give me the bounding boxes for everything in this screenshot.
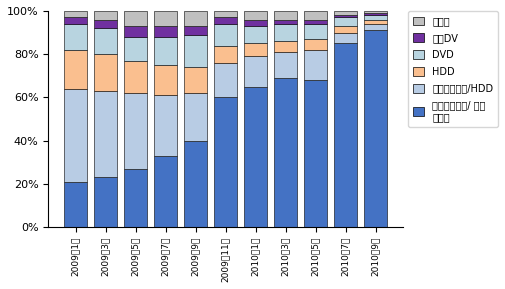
Bar: [244, 11, 267, 20]
Bar: [214, 97, 237, 227]
Bar: [305, 20, 327, 24]
Bar: [65, 50, 87, 89]
Bar: [94, 91, 117, 177]
Bar: [334, 33, 357, 43]
Bar: [274, 52, 297, 78]
Bar: [364, 11, 387, 13]
Bar: [305, 50, 327, 80]
Bar: [305, 80, 327, 227]
Bar: [155, 156, 177, 227]
Bar: [214, 63, 237, 97]
Bar: [124, 11, 147, 26]
Bar: [155, 37, 177, 65]
Bar: [124, 61, 147, 93]
Bar: [94, 28, 117, 54]
Bar: [244, 26, 267, 43]
Bar: [155, 65, 177, 95]
Bar: [364, 13, 387, 15]
Bar: [184, 35, 207, 67]
Bar: [94, 177, 117, 227]
Bar: [65, 182, 87, 227]
Bar: [364, 15, 387, 20]
Bar: [305, 24, 327, 39]
Bar: [334, 11, 357, 15]
Bar: [364, 30, 387, 227]
Bar: [274, 78, 297, 227]
Bar: [94, 20, 117, 28]
Bar: [274, 20, 297, 24]
Bar: [364, 24, 387, 30]
Bar: [184, 26, 207, 35]
Bar: [124, 26, 147, 37]
Legend: その他, ミニDV, DVD, HDD, メモリカード/HDD, メモリカード/ 内蔵
メモリ: その他, ミニDV, DVD, HDD, メモリカード/HDD, メモリカード/…: [408, 12, 498, 127]
Bar: [184, 67, 207, 93]
Bar: [305, 11, 327, 20]
Bar: [244, 20, 267, 26]
Bar: [305, 39, 327, 50]
Bar: [155, 11, 177, 26]
Bar: [214, 46, 237, 63]
Bar: [244, 87, 267, 227]
Bar: [124, 93, 147, 169]
Bar: [214, 24, 237, 46]
Bar: [334, 15, 357, 17]
Bar: [274, 41, 297, 52]
Bar: [244, 43, 267, 56]
Bar: [184, 93, 207, 141]
Bar: [94, 11, 117, 20]
Bar: [124, 169, 147, 227]
Bar: [274, 11, 297, 20]
Bar: [124, 37, 147, 61]
Bar: [65, 89, 87, 182]
Bar: [184, 141, 207, 227]
Bar: [334, 17, 357, 26]
Bar: [155, 95, 177, 156]
Bar: [94, 54, 117, 91]
Bar: [155, 26, 177, 37]
Bar: [65, 17, 87, 24]
Bar: [334, 26, 357, 33]
Bar: [244, 56, 267, 87]
Bar: [65, 24, 87, 50]
Bar: [65, 11, 87, 17]
Bar: [214, 17, 237, 24]
Bar: [274, 24, 297, 41]
Bar: [364, 20, 387, 24]
Bar: [184, 11, 207, 26]
Bar: [214, 11, 237, 17]
Bar: [334, 43, 357, 227]
